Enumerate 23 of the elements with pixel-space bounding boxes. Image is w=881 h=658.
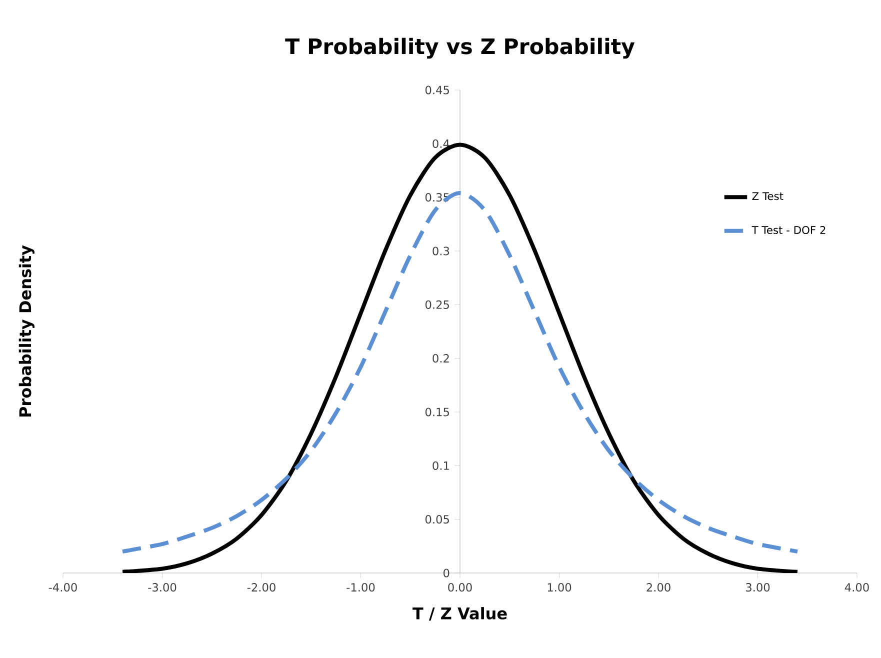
x-tick-label: -4.00 [48, 583, 77, 592]
y-tick-label: 0.15 [425, 408, 449, 416]
y-tick-label: 0.3 [432, 246, 450, 256]
y-tick-label: 0.25 [425, 300, 449, 309]
x-tick-label: -3.00 [148, 583, 176, 592]
x-tick-label: 4.00 [844, 583, 869, 592]
chart-title: T Probability vs Z Probability [285, 38, 635, 59]
y-tick-label: 0.45 [425, 86, 449, 94]
x-tick-label: 0.00 [448, 583, 472, 592]
x-tick-label: 1.00 [548, 583, 572, 592]
x-tick-label: -2.00 [247, 583, 276, 592]
y-tick-label: 0 [444, 568, 450, 578]
y-tick-label: 0.2 [432, 354, 449, 363]
x-tick-label: -1.00 [346, 583, 375, 592]
x-axis-title: T / Z Value [412, 607, 507, 621]
legend-label: T Test - DOF 2 [752, 226, 826, 234]
y-tick-label: 0.1 [432, 461, 449, 470]
legend-label: Z Test [752, 192, 784, 200]
x-tick-label: 3.00 [746, 583, 770, 592]
y-tick-label: 0.4 [432, 139, 450, 148]
x-tick-label: 2.00 [646, 583, 670, 592]
y-tick-label: 0.05 [425, 515, 449, 524]
y-axis-title: Probability Density [18, 245, 34, 417]
